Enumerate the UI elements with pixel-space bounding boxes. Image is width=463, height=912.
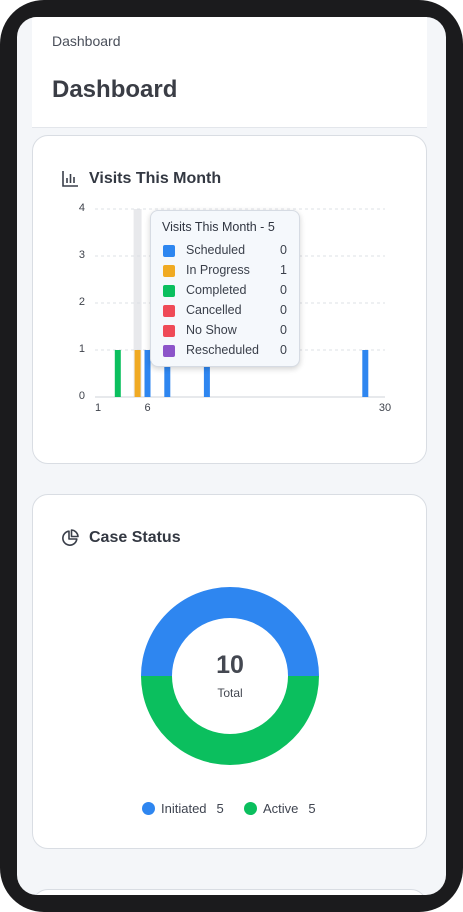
tooltip-row-label: Rescheduled [186, 343, 259, 357]
tooltip-swatch [163, 245, 175, 257]
tooltip-row-value: 0 [280, 343, 287, 357]
x-tick-label: 6 [144, 402, 151, 414]
bar-scheduled[interactable] [203, 350, 210, 397]
visits-bar-chart[interactable]: 0 1 2 3 4 1 6 30 [33, 136, 426, 463]
y-tick-label: 1 [78, 343, 85, 355]
tooltip-swatch [163, 305, 175, 317]
screen: Dashboard Dashboard Visits This Month 0 [17, 17, 446, 895]
donut-total-value: 10 [216, 651, 244, 679]
tooltip-swatch [163, 285, 175, 297]
tooltip-row-label: No Show [186, 323, 237, 337]
tooltip-row-in-progress: In Progress 1 [163, 263, 289, 279]
tooltip-swatch [163, 345, 175, 357]
case-status-card: Case Status 10 Total Initiated 5 Active … [32, 494, 427, 849]
x-tick-label: 30 [378, 402, 392, 414]
bar-scheduled[interactable] [362, 350, 369, 397]
y-tick-label: 2 [78, 296, 85, 308]
tooltip-row-value: 1 [280, 263, 287, 277]
bar-chart-icon [61, 170, 79, 188]
legend-active-label: Active [263, 801, 299, 816]
case-status-title-text: Case Status [89, 529, 181, 546]
tooltip-row-label: Scheduled [186, 243, 246, 257]
tooltip-swatch [163, 265, 175, 277]
page-header: Dashboard Dashboard [32, 17, 427, 128]
legend-initiated-value: 5 [216, 801, 224, 816]
legend-active-swatch [244, 802, 257, 815]
tooltip-row-completed: Completed 0 [163, 283, 289, 299]
tooltip-title: Visits This Month - 5 [162, 220, 275, 234]
tooltip-row-value: 0 [280, 283, 287, 297]
visits-card-title: Visits This Month [61, 170, 221, 188]
bar-scheduled[interactable] [164, 350, 171, 397]
y-tick-label: 0 [78, 390, 85, 402]
page-title: Dashboard [52, 76, 178, 103]
tooltip-row-no-show: No Show 0 [163, 323, 289, 339]
y-tick-label: 4 [78, 202, 85, 214]
x-tick-label: 1 [94, 402, 102, 414]
tooltip-swatch [163, 325, 175, 337]
chart-tooltip: Visits This Month - 5 Scheduled 0 In Progr… [150, 210, 300, 367]
bar-scheduled[interactable] [144, 350, 151, 397]
donut-slice-initiated[interactable] [141, 587, 319, 676]
tooltip-row-value: 0 [280, 243, 287, 257]
tooltip-row-scheduled: Scheduled 0 [163, 243, 289, 259]
tooltip-row-label: Completed [186, 283, 247, 297]
tooltip-row-value: 0 [280, 323, 287, 337]
pie-chart-icon [61, 529, 79, 547]
legend-active[interactable]: Active 5 [244, 801, 316, 816]
visits-title-text: Visits This Month [89, 170, 222, 187]
donut-total-label: Total [217, 686, 243, 700]
case-status-card-title: Case Status [61, 529, 181, 547]
donut-slice-active[interactable] [141, 676, 319, 765]
y-tick-label: 3 [78, 249, 85, 261]
tooltip-row-rescheduled: Rescheduled 0 [163, 343, 289, 359]
visits-card: Visits This Month 0 1 2 3 4 1 6 30 Visits This … [32, 135, 427, 464]
tooltip-row-cancelled: Cancelled 0 [163, 303, 289, 319]
case-status-donut[interactable]: 10 Total [140, 586, 320, 766]
bar-completed[interactable] [114, 350, 121, 397]
tooltip-row-label: In Progress [186, 263, 250, 277]
legend-active-value: 5 [308, 801, 316, 816]
legend-initiated-label: Initiated [161, 801, 207, 816]
legend-initiated-swatch [142, 802, 155, 815]
breadcrumb[interactable]: Dashboard [52, 33, 121, 49]
tooltip-row-value: 0 [280, 303, 287, 317]
bar-in-progress[interactable] [134, 350, 141, 397]
legend-initiated[interactable]: Initiated 5 [142, 801, 224, 816]
next-card [32, 889, 427, 895]
tooltip-row-label: Cancelled [186, 303, 242, 317]
